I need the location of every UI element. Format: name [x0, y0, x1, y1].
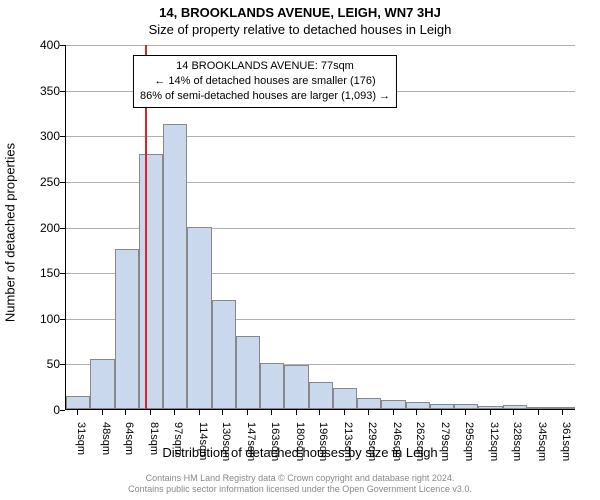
histogram-bar: [406, 402, 430, 409]
y-tick-mark: [60, 410, 65, 411]
histogram-bar: [503, 405, 527, 409]
histogram-bar: [551, 407, 575, 409]
y-tick-mark: [60, 319, 65, 320]
y-tick-label: 200: [25, 221, 60, 235]
y-tick-mark: [60, 91, 65, 92]
x-tick-mark: [102, 410, 103, 415]
grid-line: [66, 136, 575, 137]
x-tick-mark: [416, 410, 417, 415]
footer-line-2: Contains public sector information licen…: [0, 484, 600, 495]
x-tick-label: 196sqm: [317, 422, 329, 461]
x-tick-label: 147sqm: [245, 422, 257, 461]
x-tick-label: 345sqm: [536, 422, 548, 461]
x-tick-mark: [319, 410, 320, 415]
y-tick-label: 50: [25, 357, 60, 371]
x-tick-label: 295sqm: [463, 422, 475, 461]
footer-line-1: Contains HM Land Registry data © Crown c…: [0, 473, 600, 484]
chart-title-main: 14, BROOKLANDS AVENUE, LEIGH, WN7 3HJ: [0, 5, 600, 20]
histogram-bar: [90, 359, 114, 409]
histogram-bar: [163, 124, 187, 409]
x-tick-label: 130sqm: [220, 422, 232, 461]
x-tick-mark: [174, 410, 175, 415]
y-tick-label: 100: [25, 312, 60, 326]
histogram-bar: [187, 227, 211, 410]
histogram-bar: [357, 398, 381, 409]
y-tick-mark: [60, 182, 65, 183]
x-tick-mark: [344, 410, 345, 415]
x-tick-mark: [125, 410, 126, 415]
x-tick-mark: [513, 410, 514, 415]
x-tick-mark: [393, 410, 394, 415]
annotation-line: 86% of semi-detached houses are larger (…: [140, 89, 390, 104]
histogram-bar: [236, 336, 260, 409]
x-tick-label: 180sqm: [294, 422, 306, 461]
x-tick-label: 312sqm: [488, 422, 500, 461]
x-tick-label: 229sqm: [366, 422, 378, 461]
annotation-line: ← 14% of detached houses are smaller (17…: [140, 74, 390, 89]
y-tick-mark: [60, 228, 65, 229]
histogram-bar: [115, 249, 139, 409]
x-tick-label: 81sqm: [148, 422, 160, 455]
y-axis-label: Number of detached properties: [3, 53, 18, 232]
y-tick-mark: [60, 364, 65, 365]
x-tick-label: 328sqm: [511, 422, 523, 461]
x-tick-label: 262sqm: [414, 422, 426, 461]
x-tick-mark: [538, 410, 539, 415]
y-tick-mark: [60, 136, 65, 137]
y-tick-label: 400: [25, 38, 60, 52]
x-tick-label: 163sqm: [269, 422, 281, 461]
histogram-bar: [478, 406, 502, 409]
x-tick-mark: [199, 410, 200, 415]
x-tick-label: 279sqm: [439, 422, 451, 461]
histogram-bar: [454, 404, 478, 409]
x-tick-label: 114sqm: [197, 422, 209, 460]
histogram-bar: [333, 388, 357, 409]
y-tick-mark: [60, 273, 65, 274]
histogram-bar: [139, 154, 163, 410]
x-tick-label: 213sqm: [342, 422, 354, 461]
x-tick-label: 64sqm: [123, 422, 135, 455]
histogram-bar: [381, 400, 405, 409]
y-tick-label: 300: [25, 129, 60, 143]
y-tick-label: 0: [25, 403, 60, 417]
x-tick-label: 246sqm: [391, 422, 403, 461]
x-tick-mark: [368, 410, 369, 415]
footer-attribution: Contains HM Land Registry data © Crown c…: [0, 473, 600, 495]
histogram-bar: [66, 396, 90, 409]
histogram-bar: [260, 363, 284, 409]
x-tick-mark: [465, 410, 466, 415]
histogram-bar: [527, 407, 551, 409]
grid-line: [66, 45, 575, 46]
histogram-bar: [212, 300, 236, 410]
x-tick-mark: [271, 410, 272, 415]
y-tick-label: 250: [25, 175, 60, 189]
x-tick-mark: [247, 410, 248, 415]
x-tick-label: 361sqm: [560, 422, 572, 461]
histogram-bar: [309, 382, 333, 409]
y-tick-mark: [60, 45, 65, 46]
annotation-line: 14 BROOKLANDS AVENUE: 77sqm: [140, 59, 390, 74]
x-tick-mark: [490, 410, 491, 415]
x-tick-mark: [222, 410, 223, 415]
y-tick-label: 150: [25, 266, 60, 280]
x-tick-mark: [296, 410, 297, 415]
x-tick-label: 48sqm: [100, 422, 112, 455]
annotation-box: 14 BROOKLANDS AVENUE: 77sqm← 14% of deta…: [133, 55, 397, 108]
histogram-bar: [430, 404, 454, 409]
x-tick-label: 31sqm: [75, 422, 87, 455]
x-tick-mark: [77, 410, 78, 415]
x-tick-mark: [562, 410, 563, 415]
x-tick-mark: [441, 410, 442, 415]
x-tick-label: 97sqm: [172, 422, 184, 455]
x-tick-mark: [150, 410, 151, 415]
y-tick-label: 350: [25, 84, 60, 98]
histogram-bar: [284, 365, 308, 409]
chart-title-sub: Size of property relative to detached ho…: [0, 22, 600, 37]
